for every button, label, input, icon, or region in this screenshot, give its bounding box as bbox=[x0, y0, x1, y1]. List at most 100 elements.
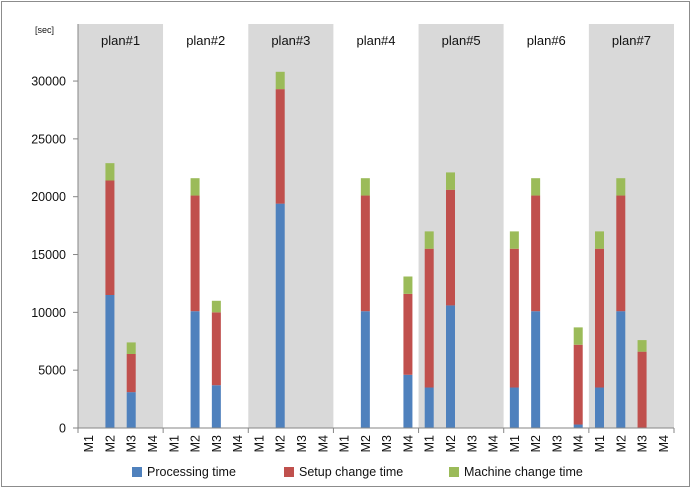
legend-swatch bbox=[132, 467, 142, 477]
bar-segment bbox=[403, 374, 413, 428]
bar-segment bbox=[616, 195, 626, 312]
bar-layer bbox=[105, 71, 647, 428]
x-tick-label: M2 bbox=[189, 435, 203, 452]
x-tick-label: M1 bbox=[423, 435, 437, 452]
x-tick-label: M1 bbox=[252, 435, 266, 452]
plan-label: plan#1 bbox=[101, 33, 140, 48]
bar-segment bbox=[211, 300, 221, 313]
x-tick-label: M4 bbox=[316, 435, 330, 452]
bar-segment bbox=[211, 312, 221, 386]
bar-segment bbox=[190, 178, 200, 196]
bar-segment bbox=[126, 342, 136, 354]
legend-swatch bbox=[449, 467, 459, 477]
x-tick-label: M2 bbox=[359, 435, 373, 452]
x-tick-label: M4 bbox=[146, 435, 160, 452]
bar-segment bbox=[509, 387, 519, 428]
y-tick-label: 10000 bbox=[31, 306, 66, 320]
x-tick-label: M3 bbox=[550, 435, 564, 452]
y-tick-label: 25000 bbox=[31, 132, 66, 146]
x-tick-label: M1 bbox=[82, 435, 96, 452]
x-tick-label: M4 bbox=[401, 435, 415, 452]
x-tick-label: M2 bbox=[444, 435, 458, 452]
y-tick-label: 5000 bbox=[38, 364, 66, 378]
bar-segment bbox=[637, 340, 647, 352]
bar-segment bbox=[403, 293, 413, 375]
bar-segment bbox=[446, 305, 455, 428]
bar-segment bbox=[573, 424, 583, 428]
x-tick-label: M1 bbox=[167, 435, 181, 452]
legend-swatch bbox=[284, 467, 294, 477]
bar-segment bbox=[424, 387, 434, 428]
bar-segment bbox=[275, 203, 285, 428]
x-tick-label: M4 bbox=[487, 435, 501, 452]
bar-segment bbox=[275, 71, 285, 90]
bar-segment bbox=[509, 231, 519, 249]
plan-label: plan#5 bbox=[442, 33, 481, 48]
x-tick-label: M2 bbox=[103, 435, 117, 452]
x-tick-label: M4 bbox=[231, 435, 245, 452]
bar-segment bbox=[573, 344, 583, 425]
x-tick-label: M3 bbox=[636, 435, 650, 452]
x-tick-label: M3 bbox=[210, 435, 224, 452]
plan-label: plan#7 bbox=[612, 33, 651, 48]
x-tick-label: M2 bbox=[614, 435, 628, 452]
x-tick-label: M3 bbox=[380, 435, 394, 452]
x-tick-label: M3 bbox=[295, 435, 309, 452]
bar-segment bbox=[360, 311, 370, 428]
x-tick-label: M2 bbox=[274, 435, 288, 452]
x-tick-label: M4 bbox=[657, 435, 671, 452]
bar-segment bbox=[531, 311, 541, 428]
bar-segment bbox=[190, 195, 200, 312]
bar-segment bbox=[616, 178, 626, 196]
plan-label: plan#3 bbox=[271, 33, 310, 48]
plan-label: plan#2 bbox=[186, 33, 225, 48]
plan-band bbox=[163, 24, 249, 428]
plan-band bbox=[78, 24, 164, 428]
bar-segment bbox=[403, 276, 413, 294]
bar-segment bbox=[446, 172, 455, 190]
plan-label: plan#4 bbox=[356, 33, 395, 48]
bar-segment bbox=[126, 392, 136, 428]
plan-label: plan#6 bbox=[527, 33, 566, 48]
bar-segment bbox=[360, 178, 370, 196]
bar-segment bbox=[531, 178, 541, 196]
axes: 0 5000 10000 15000 20000 25000 30000 [sec] M1 M2 M… bbox=[31, 24, 675, 452]
unit-label: [sec] bbox=[35, 25, 54, 35]
legend-label: Processing time bbox=[147, 465, 236, 479]
bar-segment bbox=[595, 387, 604, 428]
bar-segment bbox=[105, 180, 115, 295]
x-tick-label: M1 bbox=[593, 435, 607, 452]
y-tick-label: 15000 bbox=[31, 248, 66, 262]
legend-label: Machine change time bbox=[464, 465, 583, 479]
bar-segment bbox=[424, 248, 434, 388]
bar-segment bbox=[105, 163, 115, 181]
x-tick-label: M4 bbox=[572, 435, 586, 452]
bar-segment bbox=[531, 195, 541, 312]
bar-segment bbox=[105, 295, 115, 428]
x-tick-label: M1 bbox=[338, 435, 352, 452]
x-tick-label: M3 bbox=[465, 435, 479, 452]
bar-segment bbox=[190, 311, 200, 428]
bar-segment bbox=[509, 248, 519, 388]
y-tick-label: 0 bbox=[59, 422, 66, 436]
bar-segment bbox=[275, 89, 285, 204]
bar-segment bbox=[211, 385, 221, 428]
plan-band bbox=[248, 24, 334, 428]
bar-segment bbox=[637, 351, 647, 428]
bar-segment bbox=[616, 311, 626, 428]
x-tick-label: M1 bbox=[508, 435, 522, 452]
legend-label: Setup change time bbox=[299, 465, 403, 479]
bar-segment bbox=[595, 248, 604, 388]
plan-bands: plan#1 plan#2 plan#3 plan#4 plan#5 plan#6 plan… bbox=[78, 24, 674, 428]
bar-segment bbox=[424, 231, 434, 249]
y-tick-label: 30000 bbox=[31, 75, 66, 89]
bar-segment bbox=[360, 195, 370, 312]
legend: Processing time Setup change time Machine … bbox=[132, 465, 583, 479]
x-tick-label: M3 bbox=[125, 435, 139, 452]
bar-segment bbox=[446, 189, 455, 306]
bar-segment bbox=[126, 353, 136, 393]
y-tick-label: 20000 bbox=[31, 190, 66, 204]
bar-segment bbox=[595, 231, 604, 249]
